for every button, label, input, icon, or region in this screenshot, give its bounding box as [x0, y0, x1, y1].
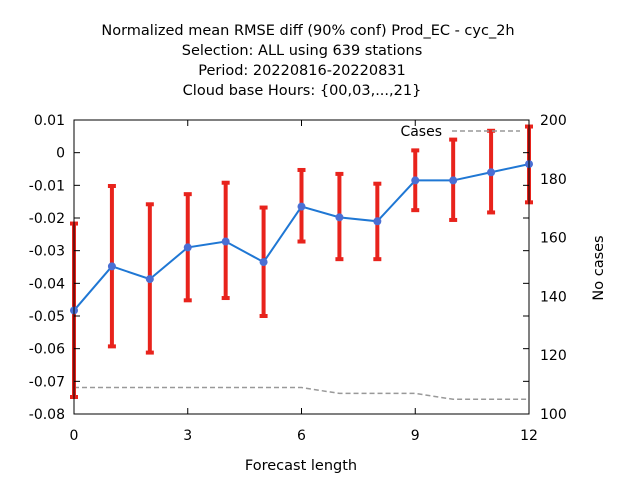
data-point — [449, 176, 458, 185]
plot-frame — [73, 119, 530, 415]
title-line-4: Cloud base Hours: {00,03,...,21} — [183, 83, 422, 99]
y2-tick-label: 160 — [540, 231, 567, 247]
data-point — [107, 262, 116, 271]
x-tick-label: 6 — [297, 428, 306, 444]
y-tick-label: -0.03 — [29, 244, 65, 260]
data-point — [373, 217, 382, 226]
data-point — [183, 243, 192, 252]
y-tick-label: -0.01 — [29, 178, 65, 194]
y-tick-label: -0.06 — [29, 342, 65, 358]
y2-tick-label: 100 — [540, 407, 567, 423]
error-bars — [70, 124, 533, 400]
data-point — [297, 202, 306, 211]
y2-tick-label: 120 — [540, 348, 567, 364]
y-tick-label: -0.08 — [29, 407, 65, 423]
y-tick-label: -0.05 — [29, 309, 65, 325]
y2-tick-label: 180 — [540, 172, 567, 188]
chart-title: Normalized mean RMSE diff (90% conf) Pro… — [101, 23, 514, 99]
y2-axis-label: No cases — [591, 235, 607, 300]
cases-series — [74, 386, 529, 401]
data-point — [145, 275, 154, 284]
y-tick-label: 0 — [56, 146, 65, 162]
x-tick-label: 3 — [183, 428, 192, 444]
data-point — [335, 213, 344, 222]
x-tick-label: 12 — [520, 428, 538, 444]
y-tick-label: -0.02 — [29, 211, 65, 227]
data-point — [221, 237, 230, 246]
legend-label: Cases — [400, 124, 442, 140]
cases-line — [74, 386, 529, 401]
y2-tick-label: 200 — [540, 113, 567, 129]
x-tick-label: 9 — [411, 428, 420, 444]
data-point — [259, 258, 268, 267]
x-tick-label: 0 — [70, 428, 79, 444]
title-line-2: Selection: ALL using 639 stations — [182, 43, 423, 59]
data-point — [487, 168, 496, 177]
x-axis-label: Forecast length — [245, 458, 357, 474]
y-tick-label: -0.04 — [29, 276, 65, 292]
axes: 0.01 0 -0.01 -0.02 -0.03 -0.04 -0.05 -0.06 -0.07… — [29, 113, 567, 444]
y2-tick-label: 140 — [540, 289, 567, 305]
title-line-1: Normalized mean RMSE diff (90% conf) Pro… — [101, 23, 514, 39]
y-tick-label: -0.07 — [29, 374, 65, 390]
title-line-3: Period: 20220816-20220831 — [198, 63, 406, 79]
data-point — [411, 176, 420, 185]
y-tick-label: 0.01 — [34, 113, 65, 129]
